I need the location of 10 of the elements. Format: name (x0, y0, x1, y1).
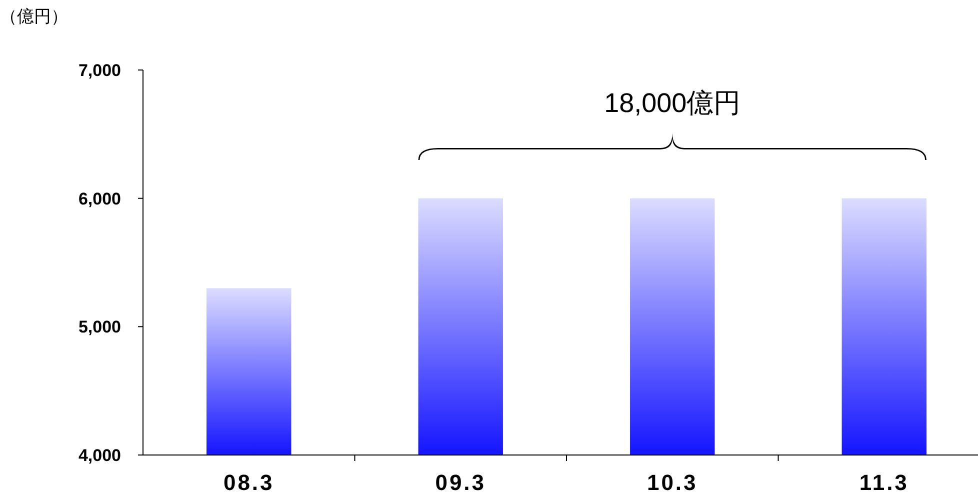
x-tick-label: 08.3 (223, 470, 274, 495)
x-tick-label: 11.3 (859, 470, 909, 495)
y-tick-label: 4,000 (78, 446, 121, 465)
y-tick-label: 6,000 (78, 189, 121, 208)
x-tick-label: 10.3 (646, 470, 698, 495)
y-tick-label: 5,000 (78, 318, 121, 337)
y-axis-title: （億円） (0, 7, 68, 26)
x-tick-label: 09.3 (435, 470, 486, 495)
y-tick-label: 7,000 (78, 61, 121, 80)
annotation: 18,000億円 (604, 88, 741, 118)
